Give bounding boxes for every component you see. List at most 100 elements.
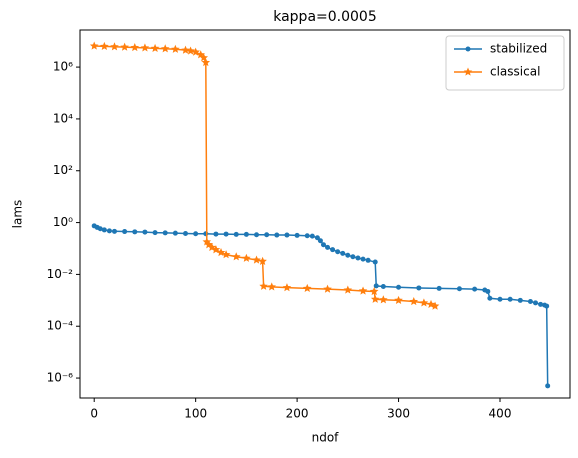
marker [358,286,368,295]
marker [242,253,251,262]
marker [485,288,491,294]
marker [309,233,315,239]
marker [365,257,371,263]
marker [409,297,419,306]
marker [294,232,300,238]
legend-marker [463,67,473,76]
marker [369,286,379,296]
marker [380,284,386,290]
marker [258,256,267,265]
marker [221,250,231,259]
x-tick-label: 200 [286,407,309,421]
marker [372,259,378,265]
legend-marker [465,46,471,52]
marker [142,229,148,235]
marker [267,282,277,291]
marker [472,286,478,292]
marker [350,254,356,260]
legend-label: stabilized [490,42,547,56]
marker [264,232,270,238]
x-tick-label: 300 [387,407,410,421]
x-tick-label: 0 [90,407,98,421]
marker [517,297,523,303]
marker [282,283,292,292]
marker [183,230,189,236]
marker [101,227,107,233]
marker [97,226,103,232]
marker [340,250,346,256]
marker [373,283,379,289]
marker [284,232,290,238]
marker [254,232,260,238]
marker [416,285,422,291]
marker [231,252,241,261]
marker [527,299,533,305]
marker [162,230,168,236]
marker [233,231,239,237]
marker [379,295,388,304]
marker [436,285,442,291]
marker [130,43,140,52]
marker [160,44,170,53]
y-tick-label: 10⁶ [53,60,73,74]
y-tick-label: 10⁻² [47,267,74,281]
marker [320,242,326,248]
legend-label: classical [490,65,540,79]
marker [456,286,462,292]
marker [110,42,119,51]
marker [394,295,403,304]
marker [325,244,331,250]
marker [150,43,160,52]
marker [213,231,219,237]
marker [122,229,128,235]
marker [259,281,268,290]
marker [302,283,312,292]
marker [330,247,336,253]
y-tick-label: 10⁻⁴ [47,319,74,333]
marker [355,255,361,261]
marker [111,228,117,234]
marker [360,256,366,262]
axes-frame [79,29,571,399]
marker [120,42,129,51]
marker [507,296,513,302]
marker [186,46,195,55]
marker [132,229,138,235]
marker [181,45,190,54]
marker [193,231,199,237]
marker [172,230,178,236]
marker [335,249,341,255]
marker [343,285,353,294]
marker [106,228,112,234]
marker [304,233,310,239]
y-tick-label: 10² [53,163,73,177]
marker [419,298,429,307]
marker [497,296,503,302]
marker [201,58,211,67]
marker [545,383,551,389]
marker [203,231,209,237]
marker [487,295,493,301]
marker [538,301,544,307]
x-tick-label: 100 [184,407,207,421]
chart-title: kappa=0.0005 [273,9,377,25]
marker [243,231,249,237]
marker [317,238,323,244]
marker [323,284,332,293]
marker [544,303,550,309]
marker [533,300,539,306]
y-tick-label: 10⁴ [53,111,73,125]
marker [140,43,150,52]
marker [430,301,440,310]
marker [89,41,99,50]
y-tick-label: 10⁰ [53,215,73,229]
marker [252,255,261,264]
marker [100,41,109,51]
y-axis-label: lams [11,200,25,229]
x-tick-label: 400 [489,407,512,421]
marker [171,44,180,53]
marker [370,294,380,303]
y-tick-label: 10⁻⁶ [47,371,74,385]
x-axis-label: ndof [312,431,340,445]
